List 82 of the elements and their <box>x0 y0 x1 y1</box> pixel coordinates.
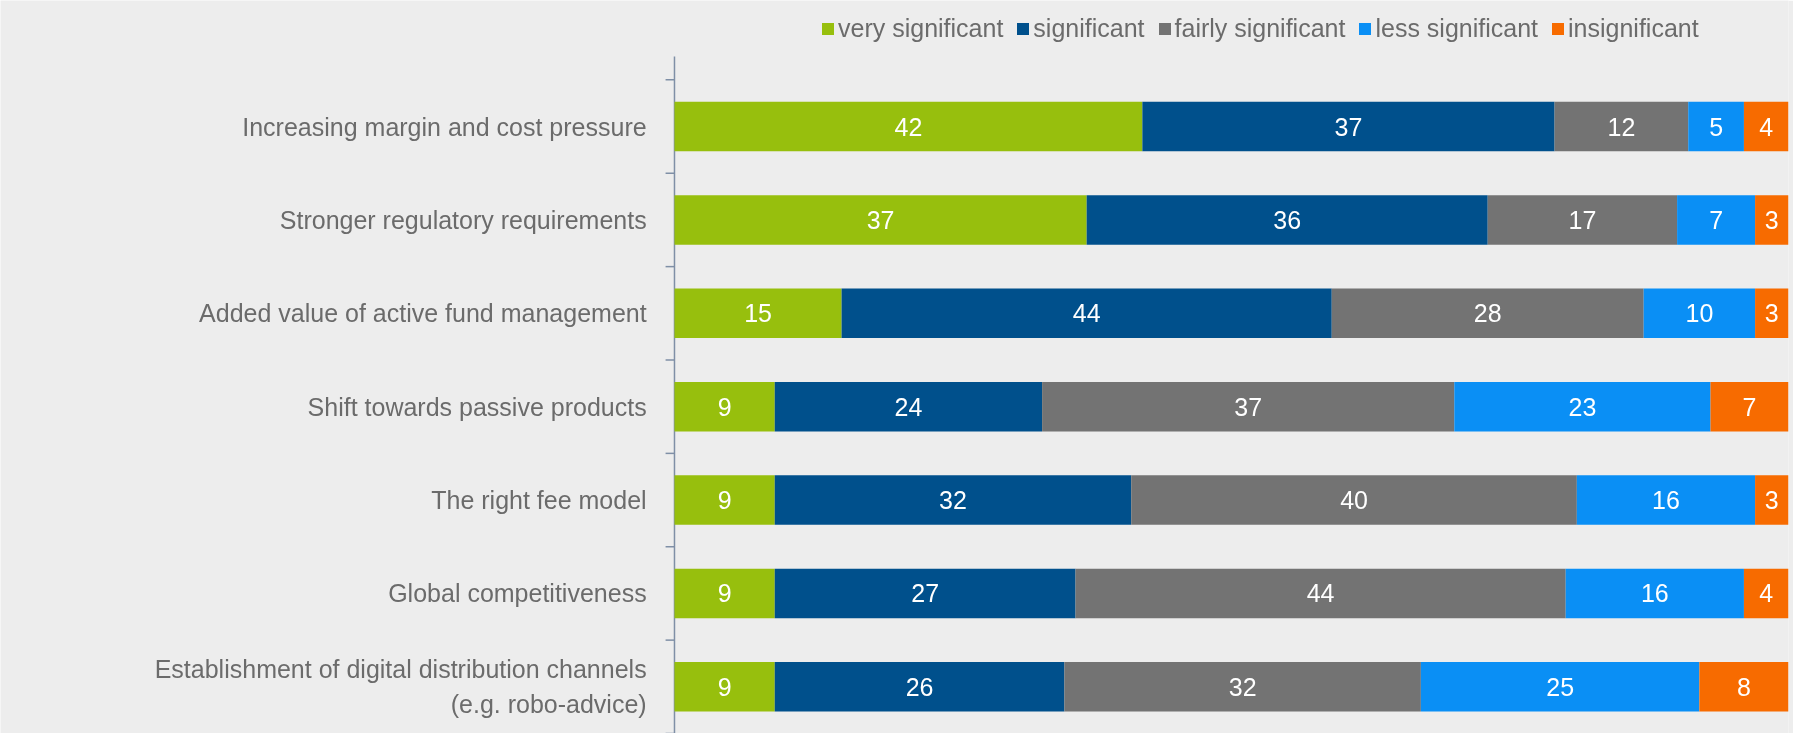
data-label: 24 <box>894 392 923 421</box>
data-label: 44 <box>1072 299 1101 328</box>
y-tick-label: Global competitiveness <box>388 579 647 608</box>
data-label: 8 <box>1736 672 1751 701</box>
y-tick-label: Increasing margin and cost pressure <box>242 112 647 141</box>
data-label: 16 <box>1640 579 1669 608</box>
bar <box>1064 662 1421 712</box>
data-label: 25 <box>1546 672 1575 701</box>
bar <box>1075 568 1566 619</box>
bar <box>1688 101 1744 152</box>
bar <box>1743 568 1789 619</box>
bar <box>674 475 775 525</box>
bar <box>1554 101 1689 152</box>
bar <box>1755 475 1789 525</box>
data-label: 15 <box>744 299 772 328</box>
bar <box>1755 195 1789 245</box>
data-label: 44 <box>1306 579 1335 608</box>
bar <box>1142 101 1555 152</box>
bar <box>774 381 1043 432</box>
bar <box>1487 195 1678 245</box>
data-label: 3 <box>1764 205 1779 234</box>
bar <box>1710 381 1789 432</box>
legend-label: fairly significant <box>1174 14 1346 43</box>
data-label: 36 <box>1273 205 1302 234</box>
y-tick-label: The right fee model <box>431 486 647 515</box>
bar <box>1086 195 1488 245</box>
data-label: 42 <box>894 112 923 141</box>
bar <box>774 568 1076 619</box>
data-label: 16 <box>1652 486 1680 515</box>
bar <box>774 662 1065 712</box>
y-tick-label: Establishment of digital distribution channels (e.g. robo-advice) <box>154 655 647 719</box>
bar <box>1743 101 1789 152</box>
bar <box>1131 475 1577 525</box>
data-label: 5 <box>1709 112 1724 141</box>
data-label: 37 <box>866 205 895 234</box>
bar <box>1677 195 1756 245</box>
data-label: 7 <box>1709 205 1724 234</box>
data-label: 9 <box>717 672 732 701</box>
y-tick-label: Stronger regulatory requirements <box>279 205 647 234</box>
data-label: 7 <box>1742 392 1757 421</box>
data-label: 26 <box>905 672 934 701</box>
y-tick-label: Added value of active fund management <box>199 299 647 328</box>
bar <box>1576 475 1756 525</box>
data-label: 4 <box>1759 579 1774 608</box>
data-label: 37 <box>1234 392 1263 421</box>
data-label: 4 <box>1759 112 1774 141</box>
bar <box>1643 288 1756 339</box>
data-label: 12 <box>1607 112 1636 141</box>
bar <box>1755 288 1789 339</box>
data-label: 3 <box>1764 299 1779 328</box>
bar <box>674 568 775 619</box>
legend-label: insignificant <box>1568 14 1699 43</box>
legend-label: significant <box>1033 14 1145 43</box>
legend-label: very significant <box>838 14 1004 43</box>
data-label: 23 <box>1568 392 1597 421</box>
bar <box>674 288 842 339</box>
legend-label: less significant <box>1375 14 1539 43</box>
data-label: 28 <box>1473 299 1502 328</box>
bar <box>1454 381 1711 432</box>
bar <box>1420 662 1700 712</box>
data-label: 27 <box>911 579 940 608</box>
bar <box>774 475 1132 525</box>
bar <box>674 662 775 712</box>
data-label: 9 <box>717 579 732 608</box>
bar <box>674 101 1143 152</box>
bar <box>674 381 775 432</box>
y-tick-label: Shift towards passive products <box>307 392 647 421</box>
data-label: 40 <box>1340 486 1368 515</box>
bar <box>1699 662 1789 712</box>
data-label: 3 <box>1764 486 1779 515</box>
data-label: 32 <box>1228 672 1257 701</box>
bar <box>841 288 1332 339</box>
data-label: 32 <box>939 486 967 515</box>
bar <box>1042 381 1455 432</box>
bar <box>674 195 1087 245</box>
data-label: 37 <box>1334 112 1363 141</box>
data-label: 10 <box>1685 299 1714 328</box>
data-label: 9 <box>717 486 732 515</box>
bar <box>1565 568 1744 619</box>
data-label: 17 <box>1568 205 1597 234</box>
bar <box>1331 288 1644 339</box>
data-label: 9 <box>717 392 732 421</box>
